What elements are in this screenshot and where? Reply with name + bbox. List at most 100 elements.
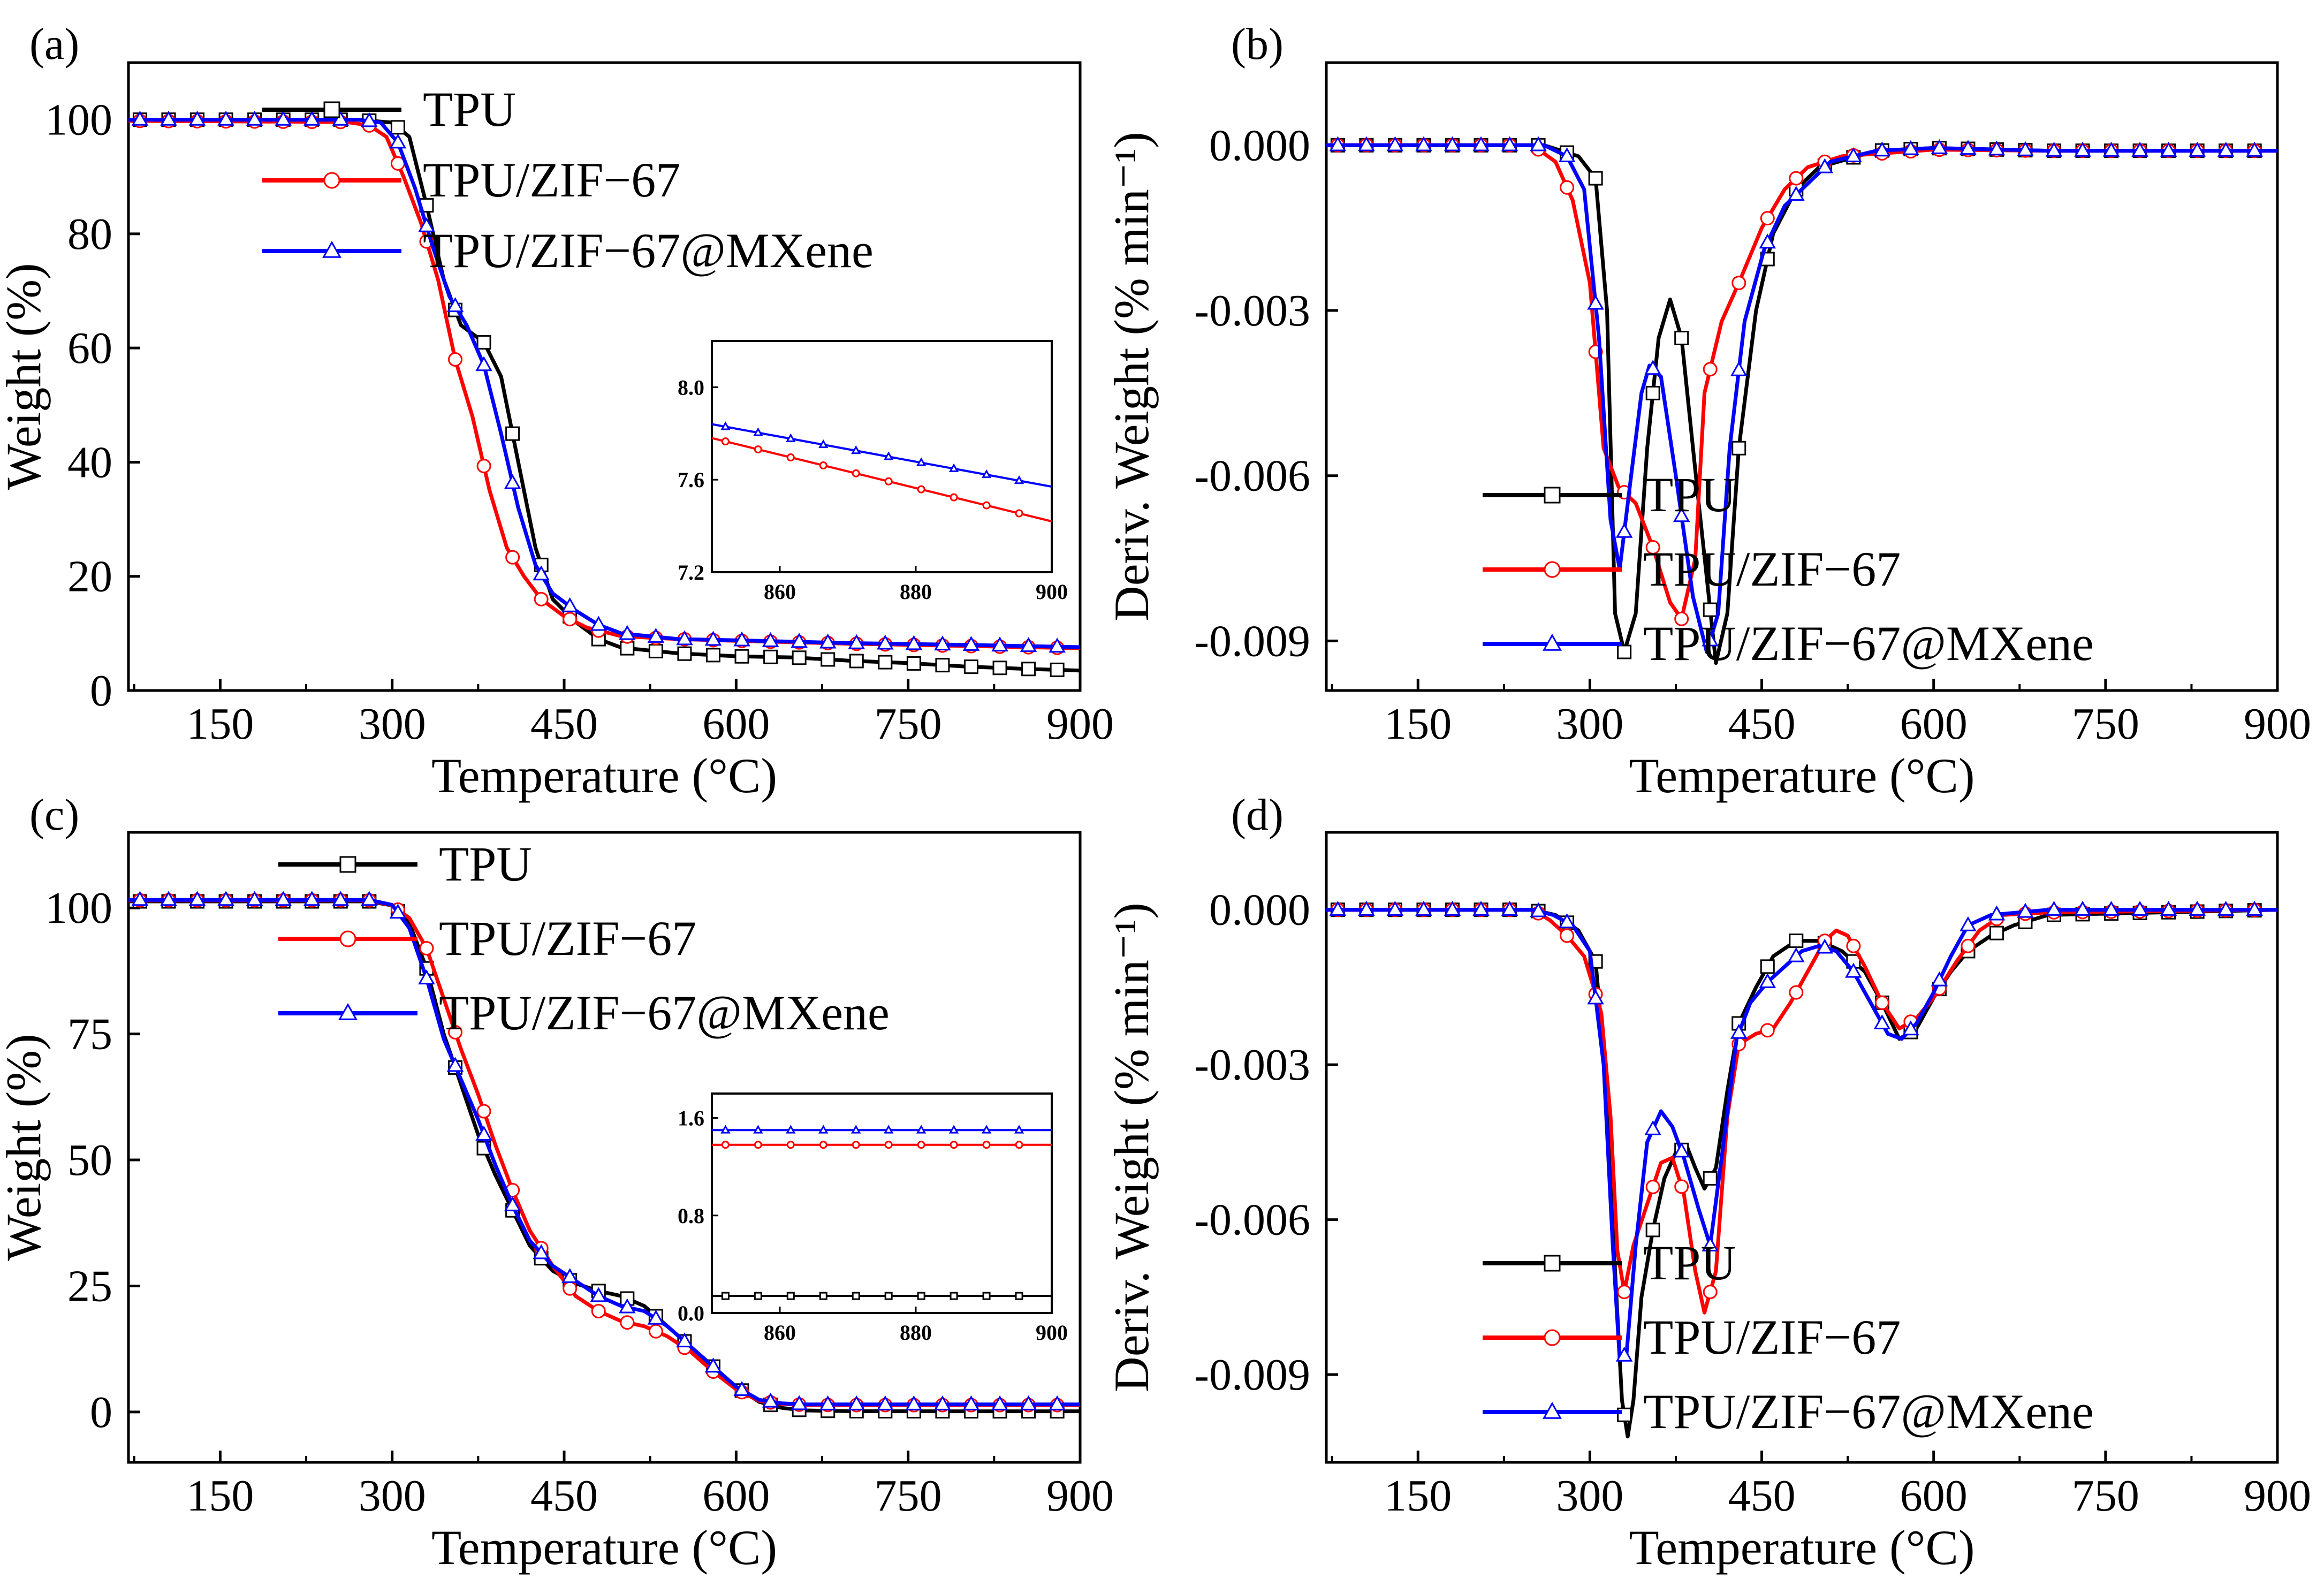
inset: 860 880 900 7.2 7.6 8.0 xyxy=(678,340,1068,604)
y-tick-label: 25 xyxy=(67,1261,112,1311)
marker-triangle xyxy=(733,631,750,647)
marker-triangle xyxy=(647,627,665,643)
marker-triangle xyxy=(1730,1023,1748,1039)
marker-circle xyxy=(323,172,340,189)
marker-circle xyxy=(563,1281,578,1296)
marker-circle xyxy=(1617,1285,1632,1300)
marker-triangle xyxy=(762,632,779,647)
marker-triangle xyxy=(1673,507,1690,522)
y-tick-label: 0 xyxy=(90,666,112,716)
marker-triangle xyxy=(733,1381,750,1396)
marker-circle xyxy=(448,352,463,367)
marker-triangle xyxy=(1988,140,2006,156)
marker-square xyxy=(917,1292,925,1300)
marker-triangle xyxy=(1615,522,1633,538)
marker-circle xyxy=(884,477,893,485)
panel-c: (c) 150 300 450 600 750 900 0 25 50 75 100 Temperatu… xyxy=(0,790,1114,1575)
panel-d: (d) 150 300 450 600 750 900 0.000 -0.003 -0.006 -0… xyxy=(1104,790,2311,1575)
marker-circle xyxy=(754,445,762,454)
marker-triangle xyxy=(1730,361,1748,376)
legend-label: TPU/ZIF−67 xyxy=(1643,542,1901,596)
x-tick-label: 450 xyxy=(1728,1471,1796,1521)
y-axis-title: Deriv. Weight (% min⁻¹) xyxy=(1104,132,1159,621)
x-tick-label: 150 xyxy=(1384,699,1452,749)
marker-triangle xyxy=(2045,141,2063,157)
marker-triangle xyxy=(1845,147,1862,163)
marker-triangle xyxy=(1816,938,1834,954)
marker-triangle xyxy=(1329,136,1347,151)
inset-y-tick-label: 1.6 xyxy=(678,1106,704,1130)
marker-circle xyxy=(1674,1179,1689,1194)
marker-triangle xyxy=(504,474,521,489)
x-axis-title: Temperature (°C) xyxy=(1629,1520,1975,1575)
marker-triangle xyxy=(877,634,894,650)
y-tick-label: 100 xyxy=(45,883,112,933)
marker-triangle xyxy=(418,217,435,232)
marker-circle xyxy=(754,1141,762,1149)
marker-circle xyxy=(1961,938,1976,953)
marker-circle xyxy=(534,591,549,606)
x-tick-label: 900 xyxy=(1046,1471,1114,1521)
marker-triangle xyxy=(720,421,731,430)
marker-triangle xyxy=(1644,360,1661,375)
x-axis-title: Temperature (°C) xyxy=(431,748,777,803)
x-tick-label: 750 xyxy=(2072,1471,2139,1521)
marker-square xyxy=(849,654,864,669)
marker-triangle xyxy=(533,565,550,581)
marker-triangle xyxy=(1543,1401,1562,1419)
x-tick-label: 600 xyxy=(1900,1471,1968,1521)
marker-square xyxy=(323,101,340,118)
marker-square xyxy=(476,335,491,350)
marker-triangle xyxy=(446,1057,464,1072)
marker-triangle xyxy=(981,469,992,479)
inset-x-tick-label: 880 xyxy=(900,580,932,604)
plot-frame xyxy=(127,61,1082,692)
y-tick-label: -0.006 xyxy=(1194,451,1310,501)
marker-triangle xyxy=(1873,141,1891,157)
legend-label: TPU/ZIF−67 xyxy=(423,153,680,207)
x-tick-label: 150 xyxy=(186,699,254,749)
inset-y-tick-label: 8.0 xyxy=(678,375,704,399)
series-line-tpu-zif-67-mxene xyxy=(128,898,1080,1407)
marker-triangle xyxy=(818,439,829,449)
marker-triangle xyxy=(322,240,341,258)
marker-circle xyxy=(852,469,860,477)
marker-square xyxy=(884,1292,893,1300)
marker-square xyxy=(763,649,778,664)
marker-square xyxy=(1789,934,1804,948)
inset-x-tick-label: 860 xyxy=(764,1321,796,1345)
marker-circle xyxy=(448,1025,463,1040)
marker-square xyxy=(1544,1255,1561,1272)
marker-triangle xyxy=(389,904,407,919)
legend: TPU TPU/ZIF−67 TPU/ZIF−67@MXene xyxy=(278,837,890,1040)
inset-series-line xyxy=(711,423,1052,488)
marker-triangle xyxy=(1386,900,1404,916)
marker-triangle xyxy=(1759,973,1776,988)
marker-triangle xyxy=(1873,1014,1891,1030)
x-tick-label: 750 xyxy=(875,1471,942,1521)
marker-square xyxy=(1645,1223,1660,1238)
marker-circle xyxy=(982,1141,991,1149)
marker-square xyxy=(339,856,356,873)
marker-triangle xyxy=(275,891,292,906)
marker-triangle xyxy=(389,133,407,149)
marker-triangle xyxy=(1472,136,1490,151)
inset-y-tick-label: 0.8 xyxy=(678,1204,704,1228)
marker-triangle xyxy=(2131,900,2148,916)
marker-triangle xyxy=(2189,900,2206,916)
marker-triangle xyxy=(962,636,980,651)
marker-triangle xyxy=(884,1125,894,1134)
marker-triangle xyxy=(475,356,492,371)
marker-square xyxy=(390,120,405,135)
marker-triangle xyxy=(753,1125,763,1134)
marker-triangle xyxy=(131,891,149,906)
marker-triangle xyxy=(704,1357,722,1373)
marker-triangle xyxy=(2189,141,2206,157)
marker-triangle xyxy=(533,1244,550,1259)
marker-triangle xyxy=(791,633,808,648)
marker-triangle xyxy=(1759,233,1776,249)
marker-triangle xyxy=(791,1395,808,1410)
marker-circle xyxy=(1560,928,1575,943)
y-tick-label: 75 xyxy=(67,1010,112,1059)
x-tick-label: 450 xyxy=(530,699,598,749)
